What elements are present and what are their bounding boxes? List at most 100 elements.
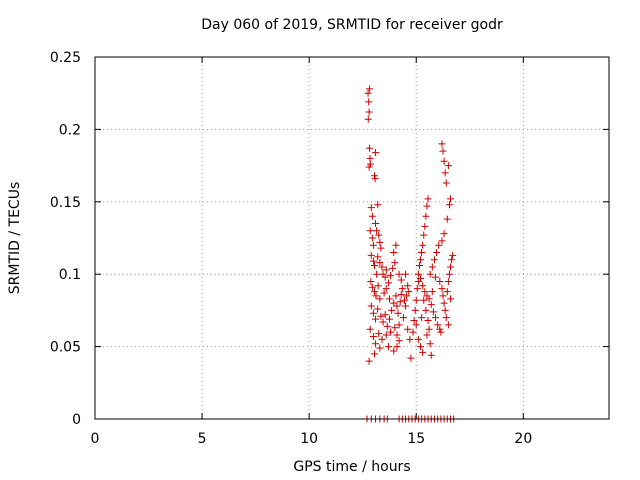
data-point	[412, 296, 420, 304]
data-point	[426, 340, 434, 348]
data-point	[404, 325, 412, 333]
data-point	[419, 348, 427, 356]
data-point	[435, 241, 443, 249]
data-point	[405, 288, 413, 296]
data-point	[444, 162, 452, 170]
data-point	[398, 285, 406, 293]
data-point	[409, 328, 417, 336]
data-point	[407, 354, 415, 362]
data-point	[399, 314, 407, 322]
data-point	[402, 270, 410, 278]
x-tick-label: 20	[514, 431, 532, 447]
data-point	[448, 256, 456, 264]
data-point	[367, 251, 375, 259]
data-point	[438, 237, 446, 245]
data-point	[423, 202, 431, 210]
data-point	[437, 328, 445, 336]
data-point	[424, 317, 432, 325]
data-point	[425, 325, 433, 333]
data-point	[412, 321, 420, 329]
data-point	[411, 306, 419, 314]
data-point	[392, 241, 400, 249]
grid-lines	[95, 57, 609, 419]
data-point	[413, 285, 421, 293]
data-point	[385, 295, 393, 303]
data-point	[381, 273, 389, 281]
data-point	[391, 324, 399, 332]
data-point	[414, 335, 422, 343]
data-point	[417, 343, 425, 351]
data-point	[370, 172, 378, 180]
data-point	[374, 282, 382, 290]
data-point	[364, 89, 372, 97]
data-point	[393, 331, 401, 339]
data-point	[379, 318, 387, 326]
data-point	[372, 220, 380, 228]
data-point	[365, 108, 373, 116]
data-point	[404, 282, 412, 290]
data-point	[400, 296, 408, 304]
data-point	[366, 160, 374, 168]
data-point	[372, 292, 380, 300]
data-point	[447, 263, 455, 271]
chart-title: Day 060 of 2019, SRMTID for receiver god…	[201, 17, 503, 33]
x-tick-label: 0	[91, 431, 100, 447]
data-point	[375, 231, 383, 239]
data-point	[436, 277, 444, 285]
data-point	[396, 298, 404, 306]
data-point	[440, 299, 448, 307]
data-point	[366, 227, 374, 235]
data-point	[395, 321, 403, 329]
data-point	[397, 276, 405, 284]
data-point	[382, 331, 390, 339]
data-point	[397, 290, 405, 298]
data-point	[376, 295, 384, 303]
data-point	[368, 283, 376, 291]
data-point	[419, 241, 427, 249]
y-tick-label: 0.05	[50, 340, 81, 356]
data-point	[421, 222, 429, 230]
data-point	[415, 262, 423, 270]
data-point	[440, 157, 448, 165]
data-point	[441, 169, 449, 177]
data-point	[369, 241, 377, 249]
data-point	[373, 227, 381, 235]
data-point	[422, 212, 430, 220]
data-point	[444, 321, 452, 329]
data-point	[432, 314, 440, 322]
data-point	[427, 301, 435, 309]
x-axis-label: GPS time / hours	[293, 459, 410, 475]
data-point	[367, 277, 375, 285]
data-point	[387, 272, 395, 280]
data-point	[438, 285, 446, 293]
data-point	[422, 306, 430, 314]
data-point	[439, 292, 447, 300]
data-point	[384, 343, 392, 351]
data-point	[420, 231, 428, 239]
y-tick-label: 0.1	[59, 267, 81, 283]
data-point	[430, 256, 438, 264]
data-point	[428, 288, 436, 296]
data-point	[387, 328, 395, 336]
data-point	[406, 335, 414, 343]
data-point	[372, 340, 380, 348]
data-point	[426, 270, 434, 278]
data-point	[383, 322, 391, 330]
data-point	[445, 201, 453, 209]
data-point	[367, 302, 375, 310]
data-point	[414, 270, 422, 278]
data-point	[442, 314, 450, 322]
data-point	[378, 263, 386, 271]
data-point	[443, 215, 451, 223]
data-point	[374, 201, 382, 209]
data-point	[372, 149, 380, 157]
data-point	[385, 315, 393, 323]
data-point	[392, 292, 400, 300]
data-point	[394, 309, 402, 317]
data-point	[370, 350, 378, 358]
y-tick-label: 0.2	[59, 122, 81, 138]
data-point	[417, 256, 425, 264]
data-point	[366, 144, 374, 152]
x-tick-label: 15	[407, 431, 425, 447]
